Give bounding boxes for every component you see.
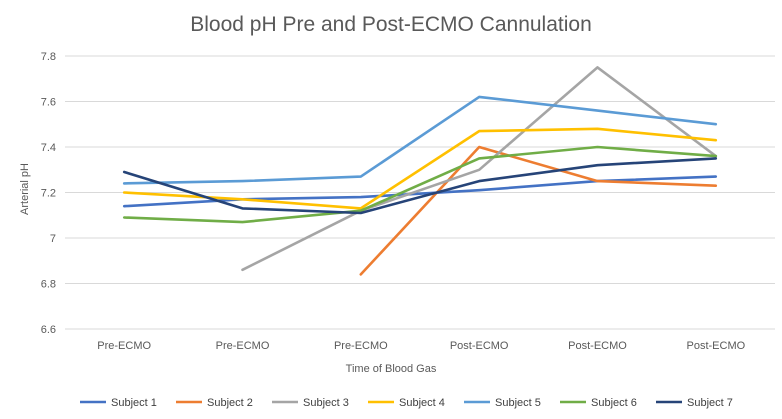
legend-label: Subject 5 [495,397,541,409]
x-tick-label: Post-ECMO [686,340,745,352]
y-tick-label: 7 [50,233,56,245]
x-axis-ticks: Pre-ECMO Pre-ECMO Pre-ECMO Post-ECMO Post-EC… [97,340,745,352]
y-tick-label: 7.2 [41,188,56,200]
series-line-subject-2 [359,145,718,276]
grid-lines [65,55,775,330]
x-tick-label: Pre-ECMO [97,340,151,352]
y-tick-label: 6.8 [41,279,56,291]
legend-label: Subject 7 [687,397,733,409]
legend-label: Subject 1 [111,397,157,409]
y-tick-label: 7.8 [41,51,56,63]
legend-label: Subject 4 [399,397,445,409]
legend-item: Subject 1 [80,397,157,409]
legend-item: Subject 6 [560,397,637,409]
legend-item: Subject 4 [368,397,445,409]
y-tick-label: 7.6 [41,97,56,109]
legend-label: Subject 3 [303,397,349,409]
x-tick-label: Pre-ECMO [334,340,388,352]
legend-label: Subject 2 [207,397,253,409]
y-axis-label: Arterial pH [19,163,31,215]
y-tick-label: 6.6 [41,324,56,336]
series-line-subject-4 [122,127,718,210]
legend-item: Subject 2 [176,397,253,409]
legend-item: Subject 7 [656,397,733,409]
series-line-subject-5 [122,95,718,185]
chart-title: Blood pH Pre and Post-ECMO Cannulation [190,13,592,36]
x-tick-label: Pre-ECMO [216,340,270,352]
y-axis-ticks: 6.6 6.8 7 7.2 7.4 7.6 7.8 [41,51,56,336]
x-tick-label: Post-ECMO [568,340,627,352]
legend-item: Subject 3 [272,397,349,409]
series-line-subject-3 [241,66,718,272]
series-lines [122,66,718,276]
x-axis-label: Time of Blood Gas [346,363,437,375]
y-tick-label: 7.4 [41,142,56,154]
x-tick-label: Post-ECMO [450,340,509,352]
series-line-subject-6 [122,145,718,224]
series-line-subject-1 [122,175,718,208]
legend-label: Subject 6 [591,397,637,409]
legend-item: Subject 5 [464,397,541,409]
series-line-subject-7 [122,157,718,215]
legend: Subject 1 Subject 2 Subject 3 Subject 4 Subj… [80,397,733,409]
